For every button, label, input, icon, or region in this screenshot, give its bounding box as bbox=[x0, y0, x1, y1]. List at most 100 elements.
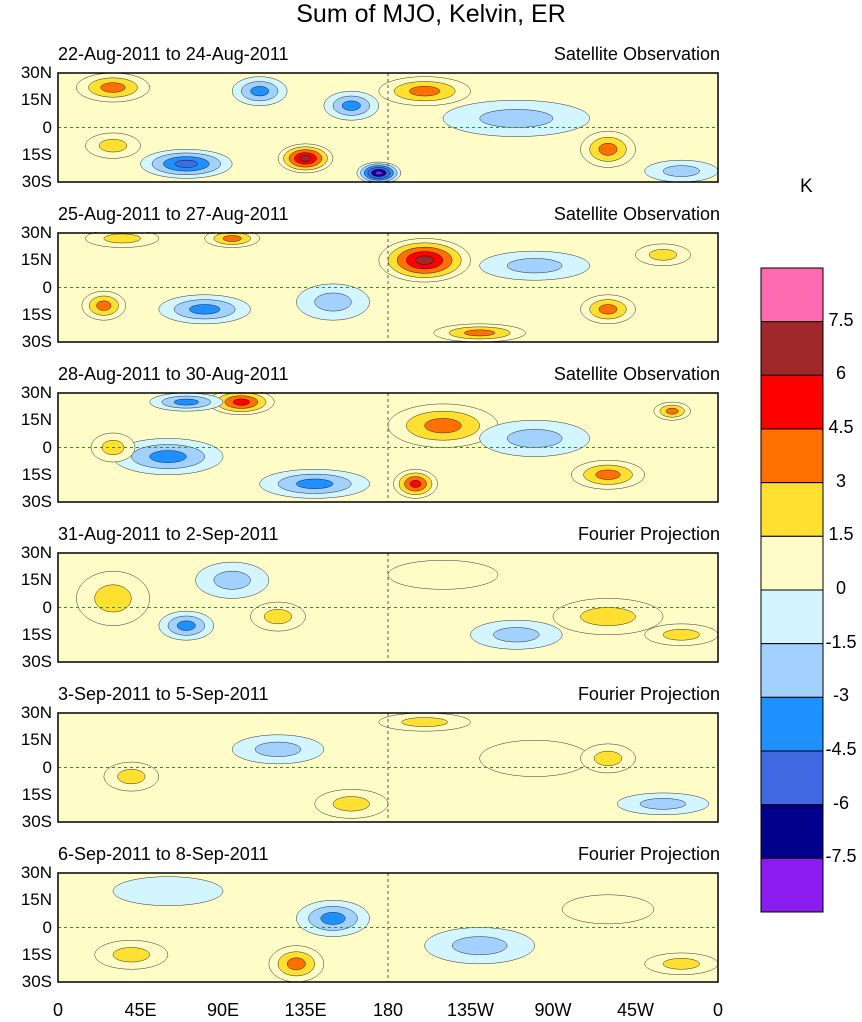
anomaly-contour bbox=[213, 570, 251, 590]
anomaly-contour bbox=[286, 957, 306, 971]
anomaly-contour bbox=[665, 407, 679, 415]
y-tick-label: 30N bbox=[20, 543, 52, 562]
anomaly-contour bbox=[662, 165, 700, 177]
panel-date: 3-Sep-2011 to 5-Sep-2011 bbox=[58, 684, 269, 704]
anomaly-contour bbox=[387, 560, 499, 590]
anomaly-contour bbox=[117, 769, 146, 785]
colorbar-label: -1.5 bbox=[825, 631, 857, 652]
anomaly-contour bbox=[464, 329, 496, 337]
panel-frame bbox=[57, 552, 719, 663]
y-tick-label: 0 bbox=[42, 757, 52, 777]
anomaly-contour bbox=[662, 958, 700, 970]
panel-frame bbox=[57, 72, 719, 183]
panel-frame bbox=[57, 232, 719, 343]
map-panel bbox=[57, 552, 719, 663]
anomaly-contour bbox=[232, 398, 250, 406]
anomaly-contour bbox=[506, 429, 563, 448]
y-tick-label: 30N bbox=[20, 63, 52, 82]
map-panel bbox=[57, 72, 719, 183]
panel-frame bbox=[57, 392, 719, 503]
anomaly-contour bbox=[96, 300, 112, 311]
map-panel bbox=[57, 232, 719, 343]
map-panel bbox=[57, 712, 719, 823]
y-tick-label: 30S bbox=[21, 492, 52, 511]
x-tick-label: 0 bbox=[712, 1000, 723, 1020]
anomaly-contour bbox=[598, 143, 618, 156]
colorbar-box bbox=[760, 482, 824, 537]
colorbar bbox=[760, 267, 824, 913]
colorbar-label: 7.5 bbox=[828, 309, 854, 330]
x-tick-label: 90E bbox=[206, 1000, 240, 1020]
colorbar-label: -3 bbox=[832, 685, 849, 706]
anomaly-contour bbox=[174, 160, 198, 168]
y-tick-label: 30S bbox=[21, 172, 52, 191]
anomaly-contour bbox=[320, 912, 346, 925]
anomaly-contour bbox=[561, 894, 655, 925]
anomaly-contour bbox=[314, 292, 352, 312]
anomaly-contour bbox=[594, 750, 622, 766]
figure-title: Sum of MJO, Kelvin, ER bbox=[296, 0, 566, 28]
y-tick-label: 30N bbox=[20, 383, 52, 402]
anomaly-contour bbox=[189, 304, 221, 315]
panel-frame bbox=[57, 872, 719, 983]
anomaly-contour bbox=[173, 398, 199, 406]
anomaly-contour bbox=[222, 235, 242, 242]
anomaly-contour bbox=[341, 100, 361, 111]
anomaly-contour bbox=[493, 627, 540, 643]
colorbar-box bbox=[760, 804, 824, 859]
anomaly-contour bbox=[506, 258, 563, 274]
anomaly-contour bbox=[112, 947, 150, 963]
anomaly-contour bbox=[100, 82, 126, 93]
anomaly-contour bbox=[149, 450, 187, 463]
y-tick-label: 0 bbox=[42, 117, 52, 137]
colorbar-label: 1.5 bbox=[828, 524, 854, 545]
anomaly-contour bbox=[374, 170, 383, 175]
anomaly-contour bbox=[424, 418, 462, 434]
anomaly-contour bbox=[409, 86, 441, 97]
colorbar-box bbox=[760, 750, 824, 806]
panel-source: Satellite Observation bbox=[553, 364, 720, 384]
anomaly-contour bbox=[451, 936, 508, 955]
anomaly-contour bbox=[332, 796, 370, 812]
anomaly-contour bbox=[479, 109, 554, 128]
colorbar-unit: K bbox=[800, 176, 813, 197]
y-tick-label: 15N bbox=[20, 730, 52, 750]
x-tick-label: 180 bbox=[372, 1000, 404, 1020]
y-tick-label: 15S bbox=[21, 624, 52, 644]
colorbar-box bbox=[760, 535, 824, 591]
map-panel bbox=[57, 392, 719, 503]
panel-source: Fourier Projection bbox=[577, 524, 720, 544]
y-tick-label: 15S bbox=[21, 944, 52, 964]
y-tick-label: 30N bbox=[20, 703, 52, 722]
anomaly-contour bbox=[264, 609, 292, 625]
anomaly-contour bbox=[662, 629, 700, 641]
anomaly-contour bbox=[409, 480, 422, 488]
colorbar-label: 0 bbox=[835, 578, 846, 598]
panel-source: Fourier Projection bbox=[577, 684, 720, 704]
x-tick-label: 135W bbox=[446, 1000, 495, 1020]
y-tick-label: 0 bbox=[42, 437, 52, 457]
y-tick-label: 15S bbox=[21, 144, 52, 164]
colorbar-label: -7.5 bbox=[825, 846, 857, 867]
anomaly-contour bbox=[401, 717, 448, 727]
anomaly-contour bbox=[250, 86, 270, 97]
y-tick-label: 30N bbox=[20, 223, 52, 242]
panel-date: 25-Aug-2011 to 27-Aug-2011 bbox=[58, 204, 289, 224]
panel-date: 22-Aug-2011 to 24-Aug-2011 bbox=[58, 44, 289, 64]
panel-frame bbox=[57, 712, 719, 823]
y-tick-label: 30S bbox=[21, 652, 52, 671]
y-tick-label: 15N bbox=[20, 890, 52, 910]
y-tick-label: 0 bbox=[42, 597, 52, 617]
anomaly-contour bbox=[580, 607, 636, 626]
panel-date: 31-Aug-2011 to 2-Sep-2011 bbox=[58, 524, 279, 544]
anomaly-contour bbox=[598, 304, 618, 315]
anomaly-contour bbox=[112, 876, 224, 906]
anomaly-contour bbox=[176, 620, 196, 631]
anomaly-contour bbox=[479, 740, 590, 777]
y-tick-label: 0 bbox=[42, 917, 52, 937]
colorbar-box bbox=[760, 643, 824, 698]
y-tick-label: 30S bbox=[21, 812, 52, 831]
y-tick-label: 30N bbox=[20, 863, 52, 882]
y-tick-label: 15S bbox=[21, 304, 52, 324]
